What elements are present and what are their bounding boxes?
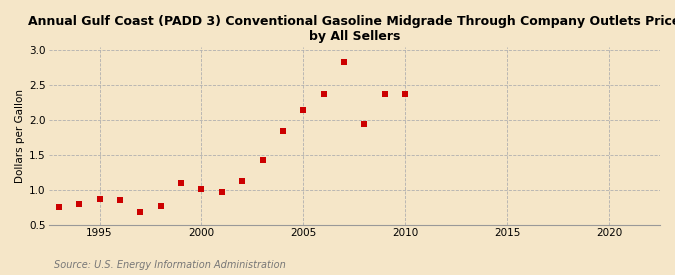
Point xyxy=(155,204,166,208)
Text: Source: U.S. Energy Information Administration: Source: U.S. Energy Information Administ… xyxy=(54,260,286,270)
Point xyxy=(135,210,146,214)
Point xyxy=(217,190,227,195)
Title: Annual Gulf Coast (PADD 3) Conventional Gasoline Midgrade Through Company Outlet: Annual Gulf Coast (PADD 3) Conventional … xyxy=(28,15,675,43)
Y-axis label: Dollars per Gallon: Dollars per Gallon xyxy=(15,89,25,183)
Point xyxy=(53,205,64,209)
Point xyxy=(176,181,186,185)
Point xyxy=(359,122,370,126)
Point xyxy=(94,197,105,202)
Point xyxy=(74,201,84,206)
Point xyxy=(115,198,126,202)
Point xyxy=(237,179,248,183)
Point xyxy=(400,92,410,97)
Point xyxy=(339,60,350,65)
Point xyxy=(277,129,288,133)
Point xyxy=(298,108,308,112)
Point xyxy=(257,157,268,162)
Point xyxy=(319,92,329,96)
Point xyxy=(196,187,207,191)
Point xyxy=(379,92,390,97)
